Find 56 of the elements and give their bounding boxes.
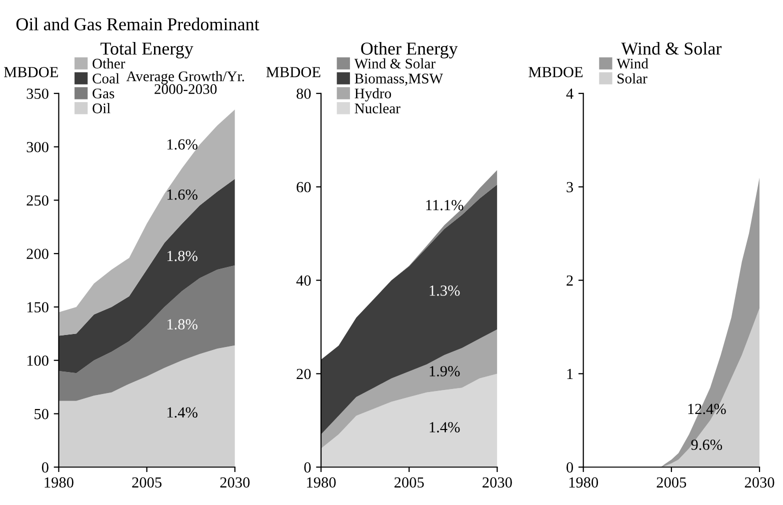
y-tick-label: 150: [27, 302, 48, 312]
annotation: 12.4%: [688, 404, 726, 414]
x-tick-label: 2005: [394, 477, 424, 488]
legend-label: Nuclear: [354, 103, 400, 114]
y-axis-title: MBDOE: [266, 66, 320, 78]
y-tick-label: 100: [27, 355, 48, 366]
annotation: 1.3%: [430, 285, 460, 296]
y-axis-title: MBDOE: [528, 66, 583, 78]
y-tick-label: 300: [26, 142, 48, 152]
y-tick-label: 40: [296, 275, 311, 286]
legend-label: Gas: [92, 88, 114, 98]
y-tick-label: 350: [26, 88, 48, 99]
chart-subtitle: Total Energy: [100, 42, 194, 58]
legend-label: Oil: [92, 103, 110, 114]
y-tick-label: 2: [566, 275, 573, 286]
y-axis-title: MBDOE: [4, 66, 58, 78]
legend-label: Wind: [616, 58, 648, 69]
annotation: 1.6%: [167, 189, 198, 200]
y-tick-label: 60: [296, 182, 311, 192]
annotation: 1.4%: [430, 422, 460, 432]
y-tick-label: 4: [566, 88, 574, 99]
legend-label: Hydro: [354, 88, 392, 102]
legend-label: Wind & Solar: [354, 58, 436, 69]
y-tick-label: 200: [26, 248, 48, 260]
y-tick-label: 3: [566, 182, 574, 192]
annotation: 1.8%: [167, 319, 198, 330]
y-tick-label: 1: [567, 368, 573, 379]
legend-label: Other: [92, 58, 126, 69]
y-tick-label: 0: [566, 462, 574, 473]
x-tick-label: 2005: [656, 477, 686, 488]
x-tick-label: 1980: [44, 477, 74, 488]
y-tick-label: 20: [296, 368, 311, 380]
y-tick-label: 80: [296, 88, 311, 99]
legend-label: Coal: [92, 73, 120, 84]
y-tick-label: 50: [34, 408, 48, 420]
chart-title: Oil and Gas Remain Predominant: [16, 18, 260, 30]
x-tick-label: 2030: [744, 477, 774, 488]
annotation: 1.9%: [430, 366, 460, 376]
y-tick-label: 0: [42, 462, 48, 473]
x-tick-label: 1980: [307, 477, 336, 488]
annotation: 9.6%: [691, 440, 722, 450]
legend-label: Biomass,MSW: [354, 74, 444, 86]
chart-title: Other Energy: [361, 42, 458, 58]
annotation: 1.6%: [167, 139, 198, 150]
y-tick-label: 0: [304, 462, 311, 473]
x-tick-label: 2030: [220, 477, 250, 488]
y-tick-label: 250: [26, 195, 48, 206]
x-tick-label: 2005: [132, 477, 162, 488]
annotation: Average Growth/Yr. 2000-2030: [126, 71, 244, 94]
annotation: 1.4%: [167, 407, 198, 418]
legend-label: Solar: [618, 73, 648, 84]
annotation: 11.1%: [426, 200, 464, 210]
chart-title: Wind & Solar: [621, 42, 722, 55]
annotation: 1.8%: [167, 250, 198, 262]
x-tick-label: 1980: [569, 477, 598, 488]
x-tick-label: 2030: [482, 477, 512, 488]
